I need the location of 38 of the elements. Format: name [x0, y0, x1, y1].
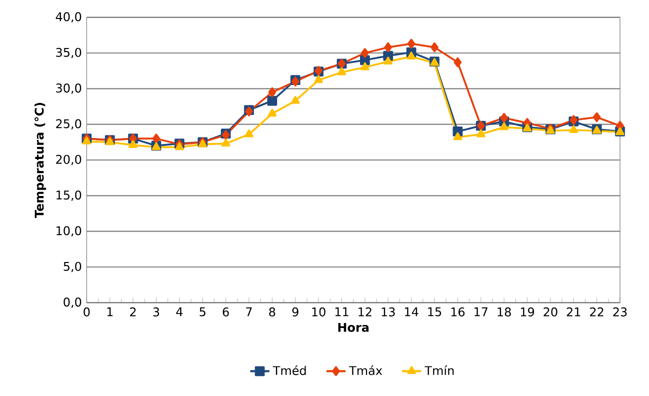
y-tick-label: 10,0 — [56, 226, 82, 236]
x-tick-label: 22 — [590, 307, 604, 316]
x-tick-label: 5 — [200, 307, 206, 316]
x-tick-label: 6 — [222, 307, 229, 316]
x-tick-label: 21 — [566, 307, 580, 316]
y-tick-label: 40,0 — [56, 12, 82, 22]
y-tick-label: 25,0 — [56, 119, 82, 130]
x-tick-label: 19 — [520, 307, 534, 316]
legend-label: Tmín — [424, 365, 454, 375]
x-tick-label: 23 — [613, 307, 627, 316]
x-tick-label: 10 — [312, 307, 326, 316]
y-axis-title: Temperatura (°C) — [34, 102, 46, 218]
y-tick-label: 35,0 — [56, 48, 82, 58]
x-axis-title: Hora — [338, 322, 369, 332]
x-tick-label: 2 — [130, 307, 136, 316]
x-tick-label: 13 — [382, 307, 395, 316]
x-tick-label: 4 — [176, 307, 183, 316]
x-tick-label: 3 — [153, 307, 160, 316]
y-tick-label: 5,0 — [64, 262, 82, 272]
y-tick-label: 0,0 — [64, 298, 82, 308]
x-tick-label: 1 — [107, 307, 113, 316]
x-tick-label: 7 — [246, 307, 252, 316]
x-tick-label: 14 — [404, 307, 418, 316]
x-tick-label: 12 — [358, 307, 372, 316]
x-tick-label: 15 — [428, 307, 442, 316]
x-tick-label: 8 — [269, 307, 276, 316]
x-tick-label: 17 — [474, 307, 488, 316]
x-tick-label: 9 — [292, 307, 298, 316]
x-tick-label: 11 — [335, 307, 348, 316]
x-tick-label: 18 — [498, 307, 511, 316]
y-tick-label: 30,0 — [56, 84, 82, 94]
x-tick-label: 16 — [451, 307, 465, 316]
legend-label: Tméd — [272, 365, 306, 376]
legend-label: Tmáx — [349, 365, 382, 376]
x-tick-label: 20 — [544, 307, 558, 316]
y-tick-label: 15,0 — [56, 190, 82, 201]
y-tick-label: 20,0 — [56, 154, 82, 166]
x-tick-label: 0 — [84, 307, 90, 316]
